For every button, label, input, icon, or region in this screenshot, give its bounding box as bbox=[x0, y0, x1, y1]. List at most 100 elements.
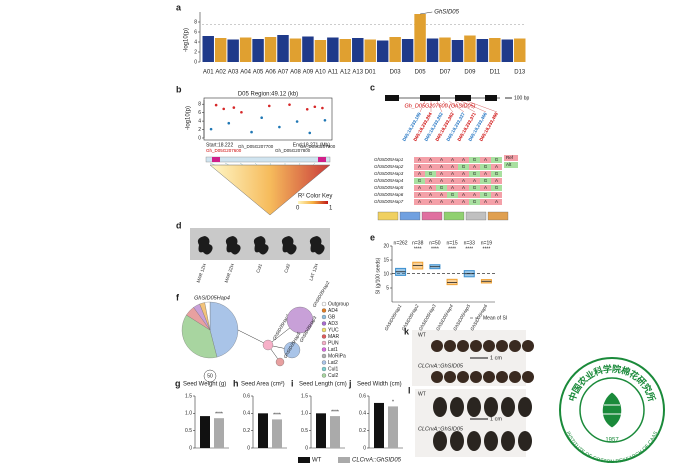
x-tick-label: D13 bbox=[514, 70, 526, 76]
motif-block bbox=[487, 211, 509, 221]
seed bbox=[470, 371, 482, 383]
snp-point bbox=[250, 130, 253, 134]
x-tick-label: A08 bbox=[290, 70, 301, 76]
allele: A bbox=[484, 157, 487, 162]
snp-point bbox=[209, 127, 213, 131]
y-tick-label: 6 bbox=[198, 110, 201, 116]
legend-label: PUN bbox=[328, 340, 339, 346]
snp-connector bbox=[460, 100, 487, 113]
legend-swatch bbox=[321, 321, 327, 326]
allele-cell bbox=[480, 178, 491, 184]
photo-background bbox=[412, 330, 526, 386]
bar bbox=[330, 416, 340, 448]
legend-label: CLCrvA::GhSID05 bbox=[352, 458, 402, 464]
seed bbox=[467, 397, 481, 417]
x-tick-label: GhSID05Hap5 bbox=[452, 303, 471, 331]
allele: G bbox=[473, 171, 477, 176]
snp-point bbox=[313, 105, 317, 109]
allele-cell bbox=[491, 199, 502, 205]
chromosome-peak bbox=[514, 38, 526, 62]
legend-swatch bbox=[321, 366, 327, 372]
x-tick-label: D03 bbox=[390, 70, 402, 76]
allele-cell bbox=[447, 157, 458, 163]
y-tick-label: 0.5 bbox=[185, 428, 192, 434]
allele: A bbox=[451, 164, 454, 169]
allele: A bbox=[473, 164, 476, 169]
allele-cell bbox=[491, 157, 502, 163]
y-tick-label: 1.0 bbox=[301, 411, 308, 417]
bar bbox=[258, 413, 268, 448]
allele: A bbox=[462, 185, 465, 190]
allele: A bbox=[429, 178, 432, 183]
wt-label: WT bbox=[418, 332, 426, 338]
allele-cell bbox=[436, 199, 447, 205]
significance: **** bbox=[465, 246, 473, 252]
allele: A bbox=[451, 199, 454, 204]
allele: G bbox=[484, 178, 488, 183]
y-tick-label: 8 bbox=[198, 102, 201, 108]
pie-title: GhSID05Hap4 bbox=[194, 295, 230, 301]
exon bbox=[485, 95, 497, 101]
panel-title: Seed Area (cm²) bbox=[241, 382, 285, 388]
annotation-line bbox=[420, 11, 433, 15]
allele: A bbox=[462, 157, 465, 162]
chromosome-peak bbox=[501, 39, 514, 62]
seed-cluster bbox=[309, 236, 325, 255]
snp-connector bbox=[419, 100, 426, 113]
haplotype-name: GhSID05Hap7 bbox=[374, 199, 404, 204]
chromosome-peak bbox=[389, 37, 401, 62]
allele: A bbox=[495, 199, 498, 204]
snp-point bbox=[222, 107, 226, 111]
y-tick-label: 0.2 bbox=[359, 428, 366, 434]
network-node bbox=[262, 339, 274, 351]
allele-cell bbox=[458, 185, 469, 191]
y-tick-label: 1.5 bbox=[185, 393, 192, 399]
allele-cell bbox=[414, 199, 425, 205]
haplotype-name: GhSID05Hap5 bbox=[374, 185, 404, 190]
seed bbox=[457, 371, 469, 383]
allele-cell bbox=[436, 171, 447, 177]
x-tick-label: A07 bbox=[278, 70, 289, 76]
bar bbox=[374, 402, 384, 448]
network-node bbox=[283, 341, 301, 359]
allele-cell bbox=[491, 192, 502, 198]
plot-frame bbox=[203, 97, 333, 141]
allele-cell bbox=[480, 171, 491, 177]
allele: A bbox=[418, 171, 421, 176]
seed bbox=[522, 371, 534, 383]
chromosome-peak bbox=[214, 38, 227, 62]
panel-label: j bbox=[348, 378, 352, 388]
seed bbox=[450, 397, 464, 417]
panel-label: c bbox=[370, 82, 375, 92]
seed-cluster bbox=[281, 236, 297, 255]
gene-name: Gh_D05G207600 (GhSID05) bbox=[405, 103, 476, 109]
color-key-max: 1 bbox=[329, 206, 333, 212]
significance: **** bbox=[431, 246, 439, 252]
bar bbox=[200, 416, 210, 448]
seed bbox=[433, 397, 447, 417]
accession-label: Cul2 bbox=[283, 263, 291, 274]
allele-cell bbox=[436, 178, 447, 184]
allele-cell bbox=[491, 164, 502, 170]
allele-cell bbox=[480, 164, 491, 170]
seed bbox=[483, 371, 495, 383]
panel-title: Seed Weight (g) bbox=[183, 382, 226, 388]
y-tick-label: 5 bbox=[386, 285, 389, 291]
seed bbox=[509, 371, 521, 383]
allele: A bbox=[495, 164, 498, 169]
motif-block bbox=[377, 211, 399, 221]
chromosome-peak bbox=[464, 35, 476, 62]
accession-label: MAR 2ZH bbox=[224, 263, 235, 283]
seed bbox=[444, 340, 456, 352]
x-tick-label: GhSID05Hap1 bbox=[384, 303, 403, 331]
panel-label: h bbox=[233, 378, 239, 388]
ld-link bbox=[239, 162, 244, 166]
allele-cell bbox=[447, 171, 458, 177]
allele: A bbox=[462, 192, 465, 197]
allele: A bbox=[462, 199, 465, 204]
snp-point bbox=[214, 103, 218, 107]
allele: A bbox=[484, 171, 487, 176]
y-tick-label: 1.0 bbox=[185, 411, 192, 417]
snp-connector bbox=[466, 100, 498, 113]
bar bbox=[388, 406, 398, 448]
